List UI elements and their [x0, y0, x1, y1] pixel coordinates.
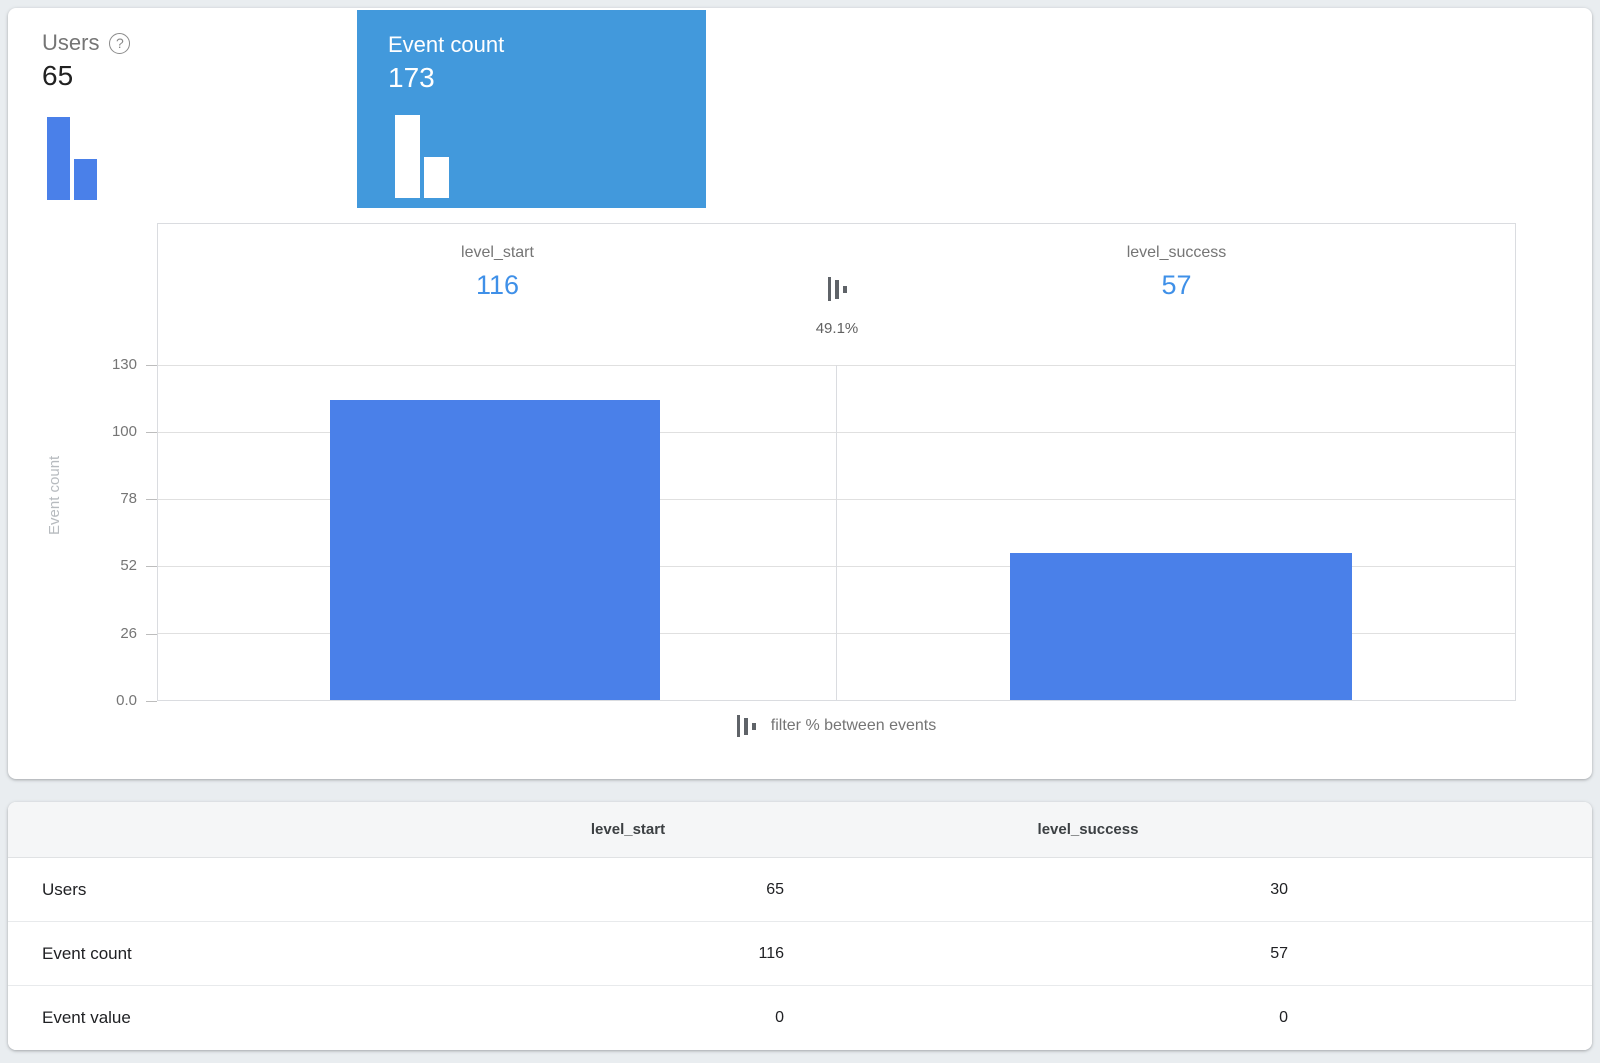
table-header-level-success: level_success — [1037, 821, 1139, 838]
row-label: Event value — [42, 1008, 131, 1027]
cell-value: 57 — [1270, 944, 1288, 962]
y-tick-mark — [146, 432, 157, 433]
event-count-value: 57 — [1161, 270, 1192, 300]
y-tick-label: 0.0 — [116, 692, 137, 709]
details-table-card: level_start level_success Users 65 30 Ev… — [8, 802, 1592, 1050]
metrics-and-chart-card: Users ? 65 Event count 173 130 100 78 52… — [8, 8, 1592, 779]
y-tick-label: 26 — [120, 625, 137, 642]
filter-percent-icon — [736, 714, 756, 738]
y-tick-mark — [146, 566, 157, 567]
y-tick-mark — [146, 365, 157, 366]
row-label: Users — [42, 879, 87, 899]
y-tick-label: 52 — [120, 557, 137, 574]
between-events-percent: 49.1% — [815, 320, 859, 337]
users-metric-header: Users ? — [42, 30, 131, 56]
metric-card-event-count[interactable]: Event count 173 — [357, 10, 706, 208]
mini-bar-chart-icon — [47, 116, 97, 200]
users-metric-label: Users — [42, 30, 100, 55]
cell-value: 116 — [758, 944, 784, 962]
chart-column-header-level-success: level_success 57 — [837, 224, 1516, 301]
table-row-event-count: Event count 116 57 — [8, 922, 1592, 986]
metric-card-users[interactable]: Users ? 65 — [8, 8, 357, 200]
between-events-block: 49.1% — [757, 224, 917, 337]
bar-level-success[interactable] — [1010, 553, 1352, 700]
help-icon[interactable]: ? — [109, 32, 131, 54]
bar-level-start[interactable] — [330, 400, 660, 700]
event-count-metric-header: Event count — [388, 32, 504, 58]
cell-value: 65 — [766, 880, 784, 898]
event-count-value: 116 — [475, 270, 520, 300]
y-tick-mark — [146, 701, 157, 702]
cell-value: 0 — [1279, 1009, 1288, 1026]
filter-percent-icon[interactable] — [827, 276, 847, 302]
table-header-level-start: level_start — [590, 821, 666, 838]
y-tick-mark — [146, 499, 157, 500]
cell-value: 0 — [775, 1009, 784, 1026]
y-tick-label: 100 — [111, 423, 137, 440]
event-count-metric-label: Event count — [388, 32, 505, 57]
chart-panel: level_start 116 49.1% level_success 57 — [157, 223, 1516, 701]
mini-bar-chart-icon — [395, 114, 449, 198]
y-axis-title: Event count — [46, 455, 63, 535]
y-tick-mark — [146, 634, 157, 635]
event-name-label: level_start — [461, 244, 534, 261]
event-count-metric-value: 173 — [388, 62, 435, 93]
chart-column-header-level-start: level_start 116 — [158, 224, 837, 301]
column-divider — [836, 365, 837, 700]
table-row-event-value: Event value 0 0 — [8, 986, 1592, 1050]
cell-value: 30 — [1270, 880, 1288, 898]
y-tick-label: 130 — [111, 356, 137, 373]
users-metric-value: 65 — [42, 60, 74, 91]
chart-legend: filter % between events — [157, 706, 1516, 746]
table-row-users: Users 65 30 — [8, 858, 1592, 922]
table-header-row: level_start level_success — [8, 802, 1592, 858]
y-tick-label: 78 — [120, 490, 137, 507]
row-label: Event count — [42, 943, 132, 963]
legend-label: filter % between events — [770, 717, 937, 734]
event-name-label: level_success — [1126, 244, 1227, 261]
